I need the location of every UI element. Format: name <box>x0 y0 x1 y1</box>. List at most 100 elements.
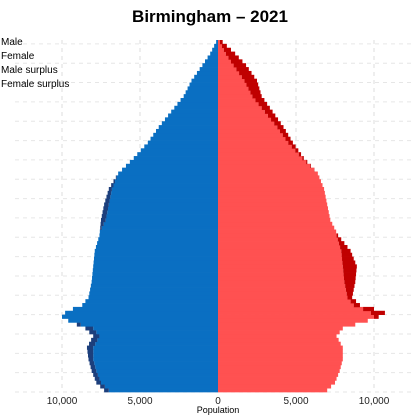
bar-male <box>99 233 218 238</box>
bar-male <box>118 171 218 176</box>
bar-female-surplus <box>261 105 270 110</box>
bar-male <box>101 225 218 230</box>
bar-male-surplus <box>113 179 116 184</box>
bar-male <box>133 156 218 161</box>
bar-male <box>101 380 218 385</box>
bar-male <box>140 148 218 153</box>
bar-male <box>180 98 218 103</box>
chart-title: Birmingham – 2021 <box>132 7 288 26</box>
bar-female-surplus <box>277 125 284 130</box>
bar-male <box>111 190 218 196</box>
bar-male <box>168 113 218 118</box>
bar-female <box>218 198 327 203</box>
bar-female <box>218 225 335 230</box>
bar-male <box>95 364 218 370</box>
bar-female <box>218 264 343 269</box>
bar-male <box>210 51 218 56</box>
bar-female <box>218 314 374 319</box>
chart-legend: Male Female Male surplus Female surplus <box>1 36 69 92</box>
bar-male <box>93 326 218 331</box>
bar-female-surplus <box>285 136 291 141</box>
bar-female <box>218 287 346 292</box>
bar-male <box>108 206 218 211</box>
bar-female <box>218 330 340 335</box>
bar-female <box>218 47 224 52</box>
bar-male-surplus <box>85 326 94 331</box>
bar-female <box>218 171 318 176</box>
bar-female <box>218 128 281 134</box>
bar-female <box>218 380 335 385</box>
bar-female <box>218 333 337 339</box>
bar-female-surplus <box>306 159 308 165</box>
bar-male-surplus <box>91 337 98 343</box>
bar-male-surplus <box>104 202 109 207</box>
bar-male <box>82 303 218 308</box>
bar-female-surplus <box>267 113 276 118</box>
bar-male <box>108 388 218 393</box>
bar-female <box>218 233 337 238</box>
bar-male <box>161 121 218 126</box>
bar-female <box>218 221 333 227</box>
bar-male-surplus <box>94 376 100 381</box>
bar-male <box>212 47 218 52</box>
bar-male-surplus <box>90 364 96 370</box>
bar-female <box>218 372 339 377</box>
x-tick-label: 10,000 <box>359 396 390 407</box>
bar-male <box>113 183 218 188</box>
bar-female <box>218 252 342 257</box>
bar-male <box>93 260 218 265</box>
bar-female <box>218 210 329 215</box>
bar-female-surplus <box>280 128 286 134</box>
bar-male-surplus <box>88 353 94 358</box>
bar-female <box>218 245 341 250</box>
bar-female <box>218 272 344 277</box>
bar-male <box>107 210 218 215</box>
bar-female-surplus <box>271 117 279 122</box>
bar-female-surplus <box>236 67 249 72</box>
bar-female <box>218 183 323 188</box>
bar-female <box>218 241 339 246</box>
bar-male <box>106 214 218 219</box>
bar-female-surplus <box>250 90 261 95</box>
bar-female-surplus <box>248 86 260 91</box>
bar-male <box>196 70 218 76</box>
bar-male-surplus <box>100 384 105 389</box>
bar-female <box>218 275 344 281</box>
bar-female <box>218 322 356 327</box>
bar-male <box>111 186 218 192</box>
bar-male <box>174 105 218 110</box>
bar-female <box>218 51 226 56</box>
bar-male <box>80 322 218 327</box>
bar-male <box>205 59 218 64</box>
bar-female-surplus <box>337 237 342 242</box>
bar-female <box>218 214 330 219</box>
bar-female-surplus <box>302 156 304 161</box>
bar-male <box>202 63 218 68</box>
bar-female-surplus <box>345 287 354 292</box>
bar-male <box>92 272 218 277</box>
bar-male <box>125 163 218 168</box>
bar-male <box>108 202 218 207</box>
bar-female-surplus <box>341 248 351 254</box>
bar-female <box>218 260 343 265</box>
x-axis-label: Population <box>196 405 240 415</box>
bar-female <box>218 70 240 76</box>
bar-female <box>218 74 242 80</box>
bar-female <box>218 268 344 273</box>
bar-male <box>93 353 218 358</box>
bar-male <box>96 330 218 335</box>
bar-male-surplus <box>86 345 94 350</box>
bar-female-surplus <box>231 59 243 64</box>
bar-female <box>218 156 303 161</box>
bar-male <box>110 194 218 199</box>
x-tick-label: 5,000 <box>283 396 308 407</box>
bar-male <box>214 43 218 49</box>
bar-male <box>96 368 218 374</box>
bar-male <box>94 248 218 254</box>
bar-male-surplus <box>115 175 117 180</box>
bar-male <box>62 314 218 319</box>
bar-male <box>97 241 218 246</box>
bar-female <box>218 368 340 374</box>
bar-male <box>93 357 218 362</box>
bar-female <box>218 186 325 192</box>
